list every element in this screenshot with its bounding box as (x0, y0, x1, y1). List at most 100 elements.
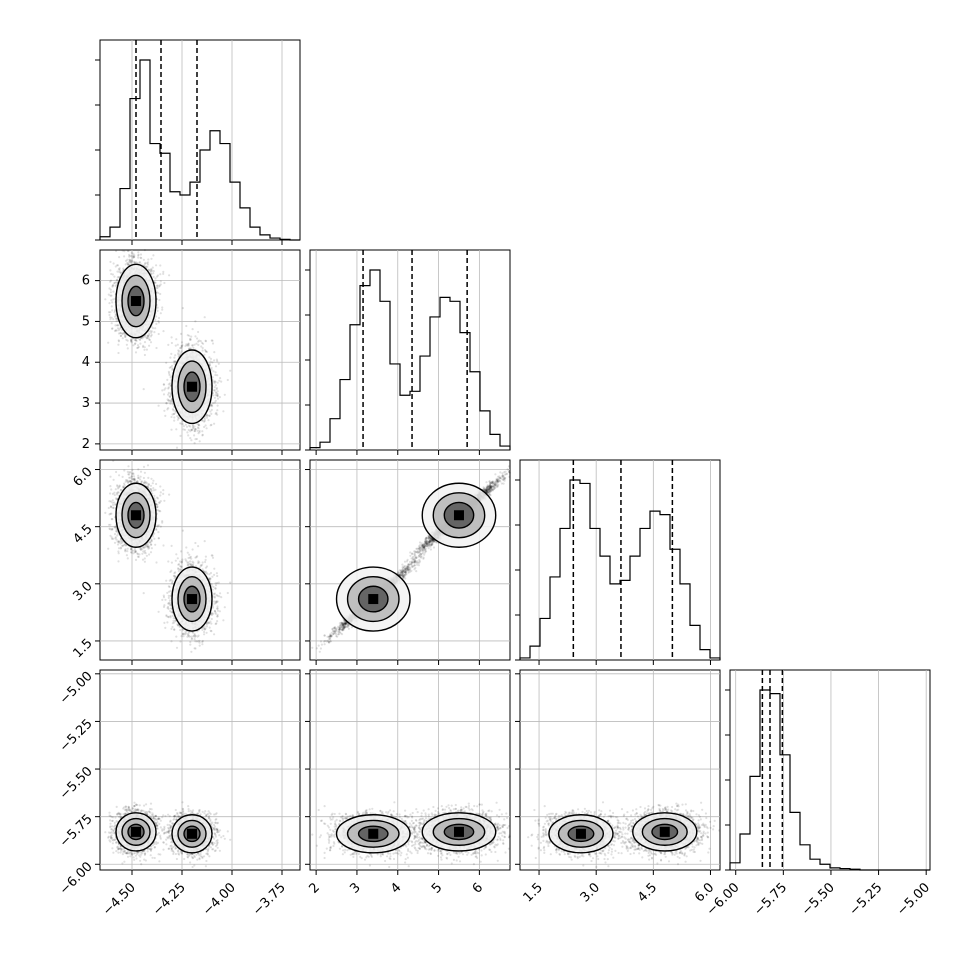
scatter-point (165, 402, 168, 405)
y-tick-label: 4 (82, 355, 90, 370)
scatter-point (196, 426, 200, 429)
scatter-point (175, 338, 178, 341)
scatter-point (216, 409, 219, 412)
scatter-point (185, 425, 189, 428)
scatter-point (132, 255, 135, 258)
scatter-point (201, 346, 204, 350)
scatter-point (222, 410, 225, 413)
scatter-point (202, 342, 205, 345)
scatter-point (116, 324, 119, 327)
scatter-point (212, 402, 215, 405)
scatter-point (147, 476, 150, 479)
scatter-point (187, 428, 190, 432)
scatter-point (180, 332, 183, 335)
scatter-point (174, 354, 177, 357)
scatter-point (167, 383, 170, 386)
scatter-point (159, 292, 162, 296)
scatter-point (174, 411, 177, 414)
scatter-point (126, 339, 129, 342)
scatter-point (137, 345, 140, 349)
scatter-point (163, 409, 166, 412)
scatter-point (149, 269, 152, 273)
scatter-point (154, 318, 157, 322)
scatter-point (139, 338, 142, 342)
scatter-point (169, 356, 172, 359)
scatter-point (109, 311, 112, 314)
scatter-point (117, 339, 120, 342)
scatter-point (148, 553, 151, 556)
scatter-point (174, 360, 177, 363)
scatter-point (142, 258, 145, 261)
scatter-point (176, 418, 179, 421)
scatter-point (173, 412, 176, 415)
scatter-point (116, 270, 119, 273)
scatter-point (210, 339, 213, 342)
scatter-point (176, 415, 179, 418)
scatter-point (130, 338, 133, 341)
scatter-point (133, 254, 136, 257)
scatter-point (124, 263, 127, 266)
scatter-point (211, 575, 214, 578)
scatter-point (130, 251, 133, 254)
scatter-point (115, 470, 118, 474)
scatter-point (161, 306, 164, 309)
scatter-point (216, 374, 219, 377)
y-tick-label: 3 (82, 396, 90, 411)
panel-0-0 (95, 39, 301, 245)
scatter-point (179, 434, 182, 437)
scatter-point (134, 351, 138, 354)
scatter-point (126, 249, 129, 252)
scatter-point (137, 256, 140, 259)
scatter-point (194, 335, 197, 338)
scatter-point (215, 387, 218, 390)
scatter-point (123, 255, 126, 258)
scatter-point (108, 302, 111, 305)
density-peak (187, 381, 197, 392)
scatter-point (151, 269, 154, 272)
scatter-point (110, 322, 113, 325)
scatter-point (155, 264, 158, 267)
scatter-point (125, 343, 128, 346)
scatter-point (177, 349, 180, 352)
scatter-point (213, 351, 216, 354)
scatter-point (162, 393, 166, 396)
scatter-point (223, 393, 226, 396)
scatter-point (152, 272, 155, 275)
scatter-point (150, 330, 153, 333)
scatter-point (115, 317, 118, 320)
scatter-point (150, 333, 153, 337)
panel-2-0: 1.53.04.56.0 (70, 459, 301, 665)
scatter-point (193, 430, 197, 433)
scatter-point (130, 260, 133, 263)
scatter-point (180, 346, 183, 349)
scatter-point (157, 316, 161, 320)
scatter-point (116, 279, 119, 282)
scatter-point (109, 294, 112, 297)
scatter-point (208, 414, 211, 417)
scatter-point (162, 330, 165, 333)
scatter-point (182, 425, 185, 428)
scatter-point (184, 344, 187, 348)
scatter-point (169, 376, 172, 379)
scatter-point (113, 311, 116, 314)
y-tick-label: 2 (82, 437, 90, 452)
scatter-point (126, 263, 130, 266)
panel-frame (309, 249, 511, 451)
scatter-point (115, 329, 118, 332)
scatter-point (210, 368, 213, 371)
scatter-point (151, 327, 155, 330)
scatter-point (158, 285, 161, 288)
scatter-point (180, 341, 184, 344)
scatter-point (120, 334, 123, 337)
scatter-point (107, 341, 110, 344)
scatter-point (180, 422, 183, 425)
scatter-point (210, 423, 213, 426)
scatter-point (159, 312, 162, 315)
scatter-point (156, 306, 159, 309)
scatter-point (162, 272, 165, 275)
scatter-point (216, 381, 219, 384)
scatter-point (223, 606, 226, 609)
scatter-point (118, 270, 121, 274)
scatter-point (134, 339, 137, 342)
scatter-point (111, 309, 114, 312)
